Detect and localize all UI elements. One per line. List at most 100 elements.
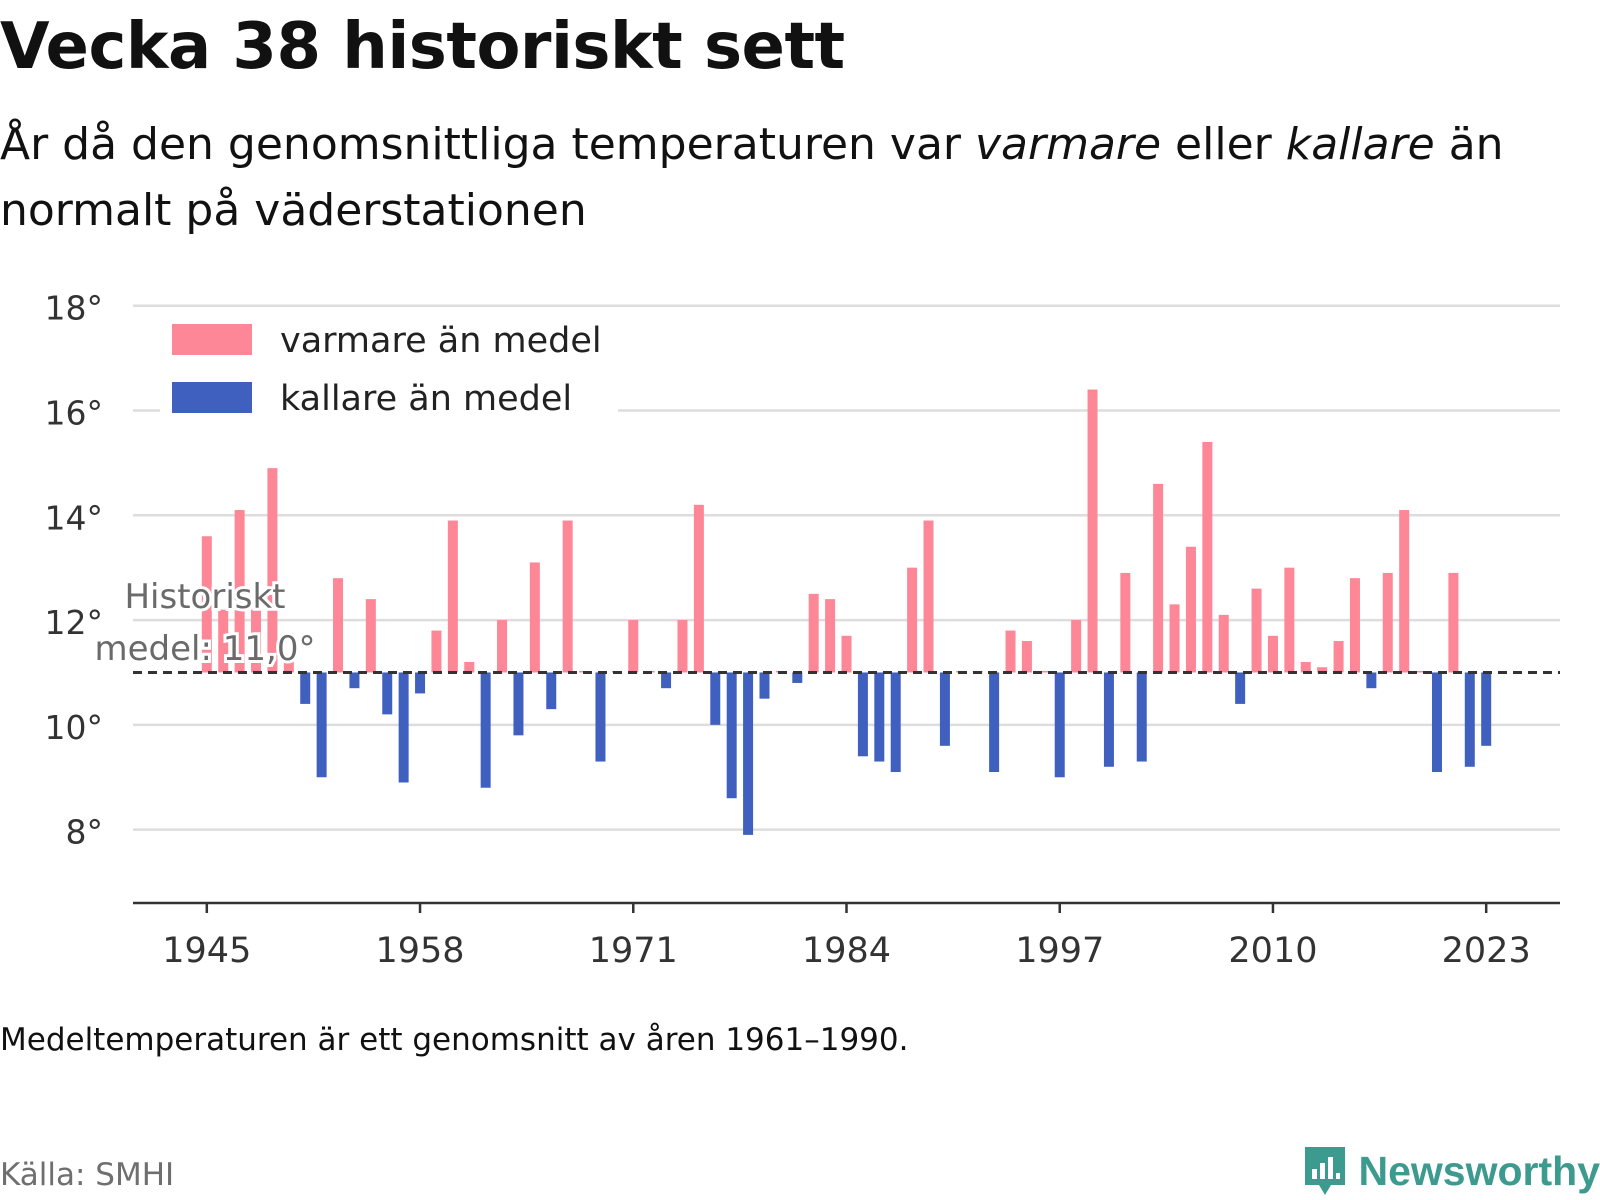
y-tick-label: 18° (45, 289, 104, 328)
temperature-bar-chart: 8° 10° 12° 14° 16° 18° Historiskt medel: 11,0° 1… (45, 289, 1560, 971)
bar-warm (431, 630, 442, 673)
bar-warm (1005, 630, 1016, 673)
bar-warm (1120, 572, 1131, 673)
bar-cold (939, 672, 950, 746)
subtitle-warm-word: varmare (974, 119, 1162, 170)
bar-cold (874, 672, 885, 762)
bar-warm (218, 609, 229, 673)
bar-cold (710, 672, 721, 725)
bar-cold (1431, 672, 1442, 773)
bar-warm (1267, 635, 1278, 673)
bar-cold (1103, 672, 1114, 767)
bar-cold (382, 672, 393, 715)
bar-warm (562, 520, 573, 673)
bar-warm (267, 468, 278, 673)
y-tick-label: 10° (45, 708, 104, 747)
bar-warm (529, 562, 540, 673)
bar-cold (1464, 672, 1475, 767)
bar-warm (628, 620, 639, 673)
x-tick-label: 1958 (376, 931, 465, 971)
bar-warm (1284, 567, 1295, 673)
bar-warm (1382, 572, 1393, 673)
newsworthy-logo-icon (1304, 1147, 1345, 1195)
subtitle-cold-word: kallare (1285, 119, 1435, 170)
bar-cold (300, 672, 311, 704)
source-credit: Källa: SMHI (0, 1157, 175, 1193)
y-tick-label: 12° (45, 603, 104, 642)
bar-warm (677, 620, 688, 673)
bar-warm (1087, 389, 1098, 673)
legend-swatch (172, 324, 252, 355)
y-tick-label: 14° (45, 498, 104, 537)
bar-warm (693, 504, 704, 673)
bar-cold (349, 672, 360, 689)
bar-cold (1481, 672, 1492, 746)
bar-warm (1021, 641, 1032, 673)
bar-warm (808, 593, 819, 673)
baseline-label-line1: Historiskt (124, 577, 285, 617)
baseline-label-line2: medel: 11,0° (95, 629, 316, 669)
bar-warm (1333, 641, 1344, 673)
chart-note: Medeltemperaturen är ett genomsnitt av å… (0, 1022, 909, 1058)
bar-cold (661, 672, 672, 689)
chart-subtitle: År då den genomsnittliga temperaturen va… (0, 112, 1560, 244)
bar-warm (464, 661, 475, 673)
subtitle-part3: än normalt på väderstationen (0, 119, 1504, 236)
bar-cold (1235, 672, 1246, 704)
legend-swatch (172, 382, 252, 413)
legend-label: kallare än medel (280, 379, 572, 419)
x-tick-label: 1971 (589, 931, 678, 971)
bar-warm (234, 510, 245, 673)
bar-cold (546, 672, 557, 710)
bar-warm (333, 578, 344, 673)
y-tick-label: 8° (66, 813, 104, 852)
bar-cold (415, 672, 426, 694)
bar-warm (907, 567, 918, 673)
bar-cold (316, 672, 327, 778)
bar-warm (825, 599, 836, 673)
bar-cold (513, 672, 524, 736)
x-tick-label: 1945 (162, 931, 251, 971)
bar-cold (398, 672, 409, 783)
bar-warm (1251, 588, 1262, 673)
brand-name: Newsworthy (1358, 1147, 1600, 1194)
bar-cold (759, 672, 770, 699)
bar-cold (480, 672, 491, 788)
bar-warm (251, 609, 262, 673)
x-tick-label: 1997 (1015, 931, 1104, 971)
bar-warm (1399, 510, 1410, 673)
bar-cold (1366, 672, 1377, 689)
bar-warm (1153, 483, 1164, 673)
x-tick-label: 1984 (802, 931, 891, 971)
bar-warm (1415, 670, 1426, 673)
subtitle-part1: År då den genomsnittliga temperaturen va… (0, 119, 975, 170)
bar-warm (1218, 614, 1229, 673)
bar-warm (1448, 572, 1459, 673)
bar-warm (1071, 620, 1082, 673)
y-tick-label: 16° (45, 394, 104, 433)
bar-warm (1202, 441, 1213, 673)
bar-warm (1317, 667, 1328, 673)
bar-warm (1038, 670, 1049, 673)
bar-warm (841, 635, 852, 673)
bar-warm (923, 520, 934, 673)
bar-warm (1185, 546, 1196, 673)
bar-cold (1054, 672, 1065, 778)
bar-cold (743, 672, 754, 835)
bar-warm (201, 536, 212, 673)
bar-cold (792, 672, 803, 683)
bar-cold (857, 672, 868, 757)
bar-cold (890, 672, 901, 773)
bar-warm (283, 656, 294, 673)
bar-warm (1349, 578, 1360, 673)
x-tick-label: 2010 (1228, 931, 1317, 971)
chart-title: Vecka 38 historiskt sett (0, 10, 845, 84)
bar-cold (989, 672, 1000, 773)
bar-warm (1300, 661, 1311, 673)
bar-warm (365, 599, 376, 673)
legend-label: varmare än medel (280, 321, 602, 361)
x-tick-label: 2023 (1442, 931, 1531, 971)
brand-logo[interactable]: Newsworthy (1301, 1143, 1600, 1199)
bar-warm (1169, 604, 1180, 673)
bar-cold (726, 672, 737, 799)
